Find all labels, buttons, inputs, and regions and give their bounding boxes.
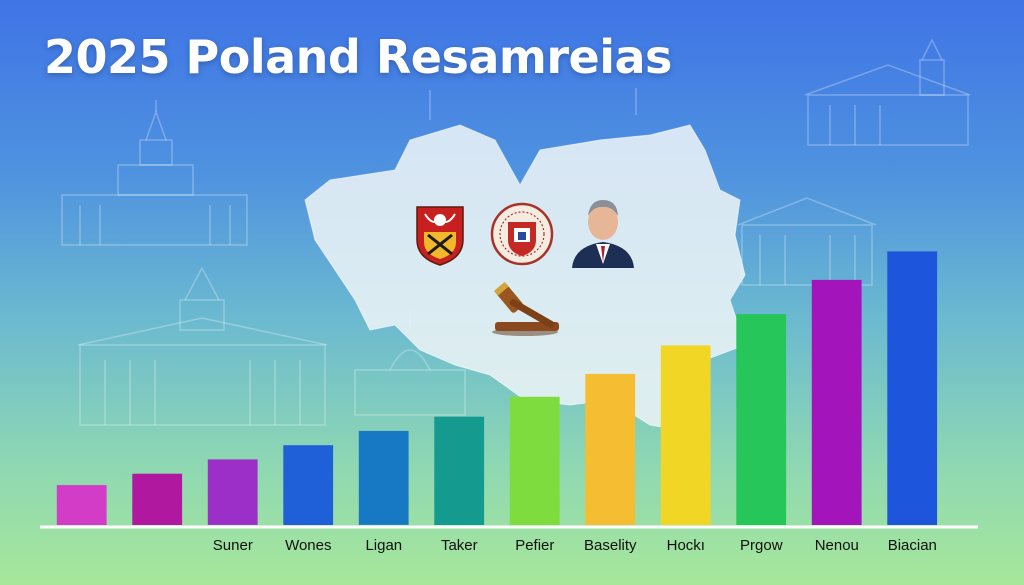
building-outline-right-top <box>804 38 971 146</box>
bar-pefier <box>509 396 560 526</box>
building-outline-left-bottom <box>77 266 328 426</box>
chart-title: 2025 Poland Resamreias <box>44 30 672 84</box>
category-label: Hockı <box>667 537 705 554</box>
bar-unlabeled-2 <box>132 473 183 525</box>
bar-suner <box>207 459 258 525</box>
category-label: Wones <box>285 537 331 554</box>
coat-of-arms-icon <box>416 206 464 266</box>
bar-prgow <box>736 314 787 525</box>
building-outline-right-mid <box>737 197 877 286</box>
round-seal-icon <box>490 202 554 266</box>
category-label: Prgow <box>740 537 783 554</box>
category-label: Suner <box>213 537 253 554</box>
bar-biacian <box>887 251 938 525</box>
bar-wones <box>283 445 334 525</box>
bar-nenou <box>811 279 862 525</box>
bar-unlabeled-1 <box>56 485 107 525</box>
bar-hockı <box>660 345 711 525</box>
category-labels-group: Suner Wones Ligan Taker Pefier Baselity Hockı P… <box>213 537 937 554</box>
category-label: Pefier <box>515 537 554 554</box>
category-label: Ligan <box>365 537 402 554</box>
category-label: Baselity <box>584 537 637 554</box>
politician-portrait-icon <box>572 200 634 268</box>
category-label: Taker <box>441 537 478 554</box>
bar-ligan <box>358 430 409 525</box>
category-label: Biacian <box>888 537 937 554</box>
bars-group <box>56 251 938 526</box>
building-outline-left-top <box>61 100 248 246</box>
category-label: Nenou <box>815 537 859 554</box>
gavel-icon <box>492 282 559 336</box>
bar-baselity <box>585 373 636 525</box>
bar-taker <box>434 416 485 525</box>
